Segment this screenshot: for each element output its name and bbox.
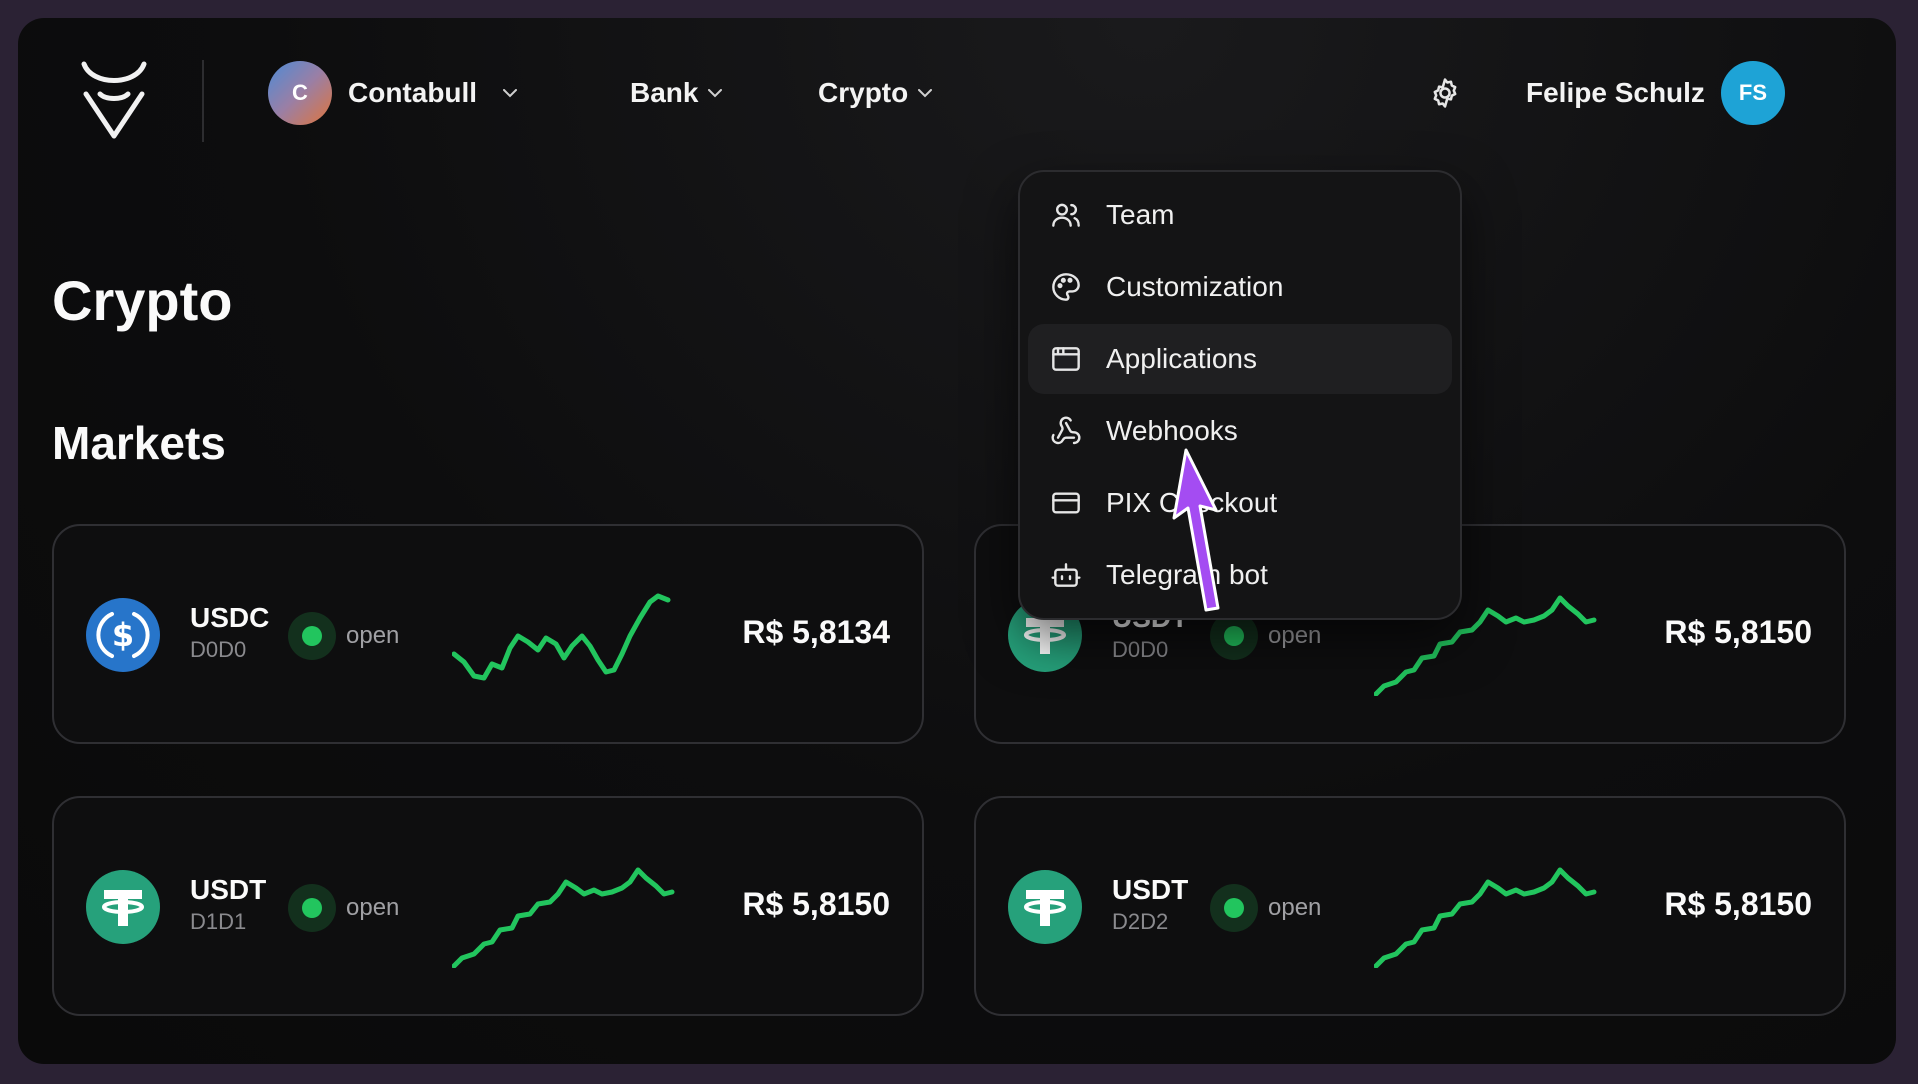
market-card[interactable]: USDT D1D1 open R$ 5,8150 <box>52 796 924 1016</box>
user-avatar: FS <box>1720 61 1785 125</box>
coin-price: R$ 5,8150 <box>1664 886 1812 922</box>
settings-dropdown-menu: Team Customization Applications Webhooks <box>1018 170 1462 620</box>
chevron-down-icon <box>503 88 518 97</box>
bot-icon <box>1051 563 1081 587</box>
price-sparkline <box>452 867 675 968</box>
header-divider <box>202 60 204 142</box>
chevron-down-icon <box>708 88 723 97</box>
menu-item-telegram-bot[interactable]: Telegram bot <box>1028 540 1452 610</box>
coin-symbol: USDC <box>190 602 270 633</box>
menu-item-label: Telegram bot <box>1106 559 1268 590</box>
status-indicator <box>1210 884 1258 932</box>
price-sparkline <box>1374 867 1597 968</box>
nav-crypto-label: Crypto <box>818 77 909 108</box>
status-text: open <box>1268 894 1322 921</box>
nav-bank-label: Bank <box>630 77 699 108</box>
org-switcher[interactable]: C Contabull <box>268 60 518 126</box>
usdt-coin-icon <box>86 870 160 944</box>
menu-item-applications[interactable]: Applications <box>1028 324 1452 394</box>
market-card[interactable]: $ USDC D0D0 open R$ 5,8134 <box>52 524 924 744</box>
market-card[interactable]: USDT D2D2 open R$ 5,8150 <box>974 796 1846 1016</box>
status-text: open <box>346 622 400 649</box>
menu-item-pix-checkout[interactable]: PIX Checkout <box>1028 468 1452 538</box>
user-menu[interactable]: Felipe Schulz FS <box>1526 60 1785 126</box>
app-window: C Contabull Bank Crypto Felipe Schulz FS… <box>18 18 1896 1064</box>
org-name: Contabull <box>348 77 478 108</box>
menu-item-webhooks[interactable]: Webhooks <box>1028 396 1452 466</box>
section-title-markets: Markets <box>52 417 226 469</box>
menu-item-team[interactable]: Team <box>1028 180 1452 250</box>
menu-item-label: Webhooks <box>1106 415 1238 446</box>
webhook-icon <box>1051 416 1081 445</box>
market-card[interactable]: USDT D0D0 open R$ 5,8150 <box>974 524 1846 744</box>
menu-item-customization[interactable]: Customization <box>1028 252 1452 322</box>
coin-symbol: USDT <box>1112 874 1189 905</box>
usdt-coin-icon <box>1008 870 1082 944</box>
menu-item-label: PIX Checkout <box>1106 487 1278 518</box>
usdc-coin-icon: $ <box>86 598 160 672</box>
page-title: Crypto <box>52 269 233 332</box>
status-text: open <box>1268 622 1322 649</box>
status-indicator <box>288 612 336 660</box>
menu-item-label: Applications <box>1106 343 1257 374</box>
credit-card-icon <box>1052 492 1080 514</box>
price-sparkline <box>452 593 671 681</box>
coin-network: D2D2 <box>1112 909 1169 934</box>
svg-text:$: $ <box>112 616 134 654</box>
coin-price: R$ 5,8134 <box>742 614 890 650</box>
app-window-icon <box>1052 347 1080 371</box>
price-sparkline <box>1374 595 1597 696</box>
user-name: Felipe Schulz <box>1526 77 1705 108</box>
status-text: open <box>346 894 400 921</box>
nav-crypto[interactable]: Crypto <box>818 60 933 126</box>
menu-item-label: Customization <box>1106 271 1284 302</box>
chevron-down-icon <box>918 88 933 97</box>
nav-bank[interactable]: Bank <box>630 60 723 126</box>
users-icon <box>1052 203 1080 227</box>
status-indicator <box>288 884 336 932</box>
coin-symbol: USDT <box>190 874 267 905</box>
coin-network: D1D1 <box>190 909 247 934</box>
coin-network: D0D0 <box>1112 637 1169 662</box>
status-indicator <box>1210 612 1258 660</box>
palette-icon <box>1052 273 1080 301</box>
coin-network: D0D0 <box>190 637 247 662</box>
contabull-logo-icon[interactable] <box>80 60 148 142</box>
settings-gear-icon[interactable] <box>1428 76 1462 110</box>
org-avatar: C <box>268 61 332 125</box>
menu-item-label: Team <box>1106 199 1175 230</box>
coin-price: R$ 5,8150 <box>1664 614 1812 650</box>
coin-price: R$ 5,8150 <box>742 886 890 922</box>
